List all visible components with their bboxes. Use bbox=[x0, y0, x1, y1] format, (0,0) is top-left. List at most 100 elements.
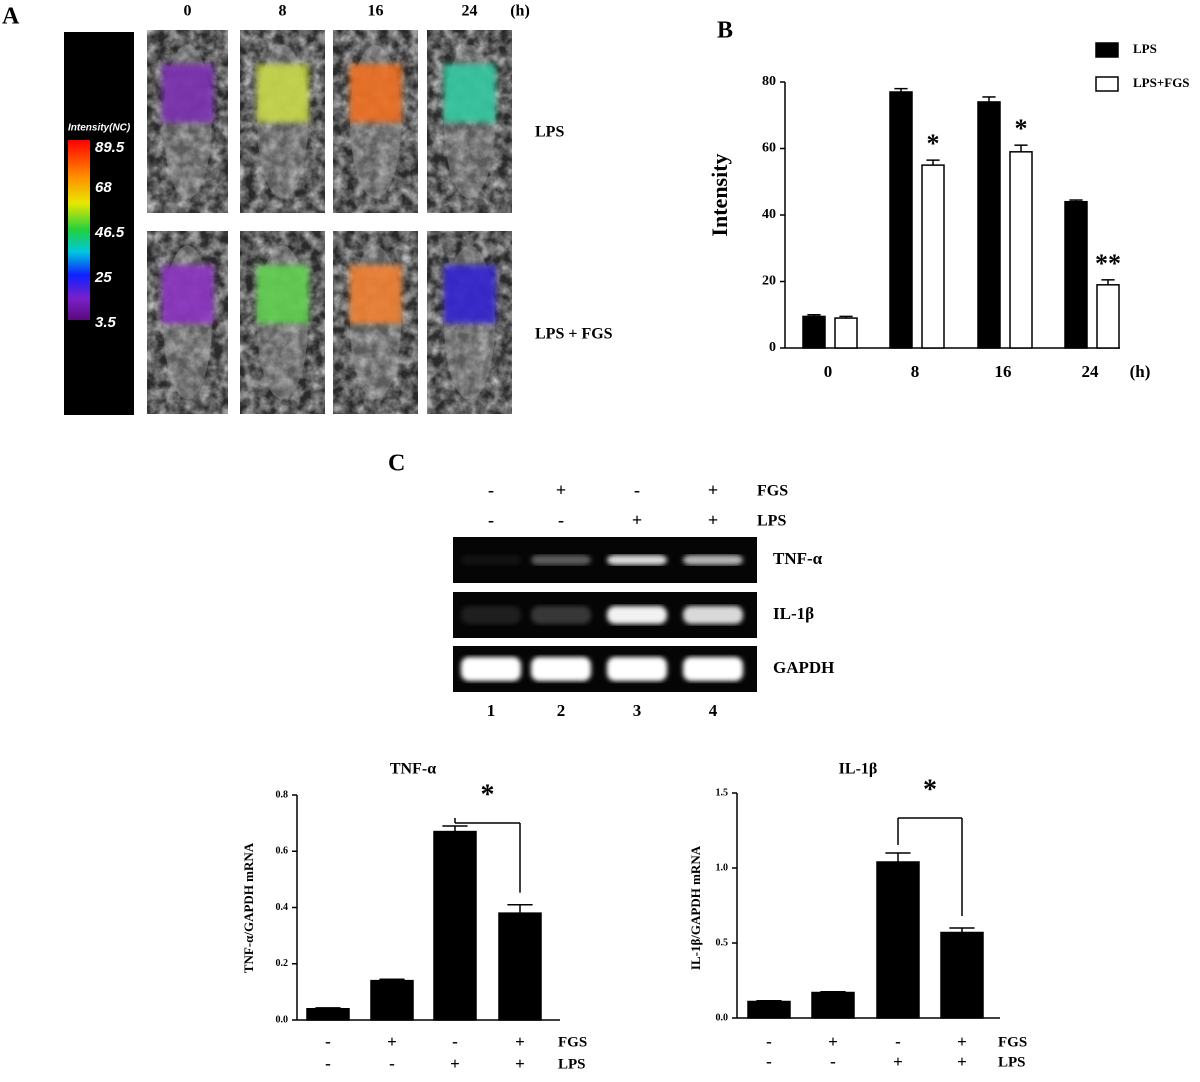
colorbar-tick-label: 89.5 bbox=[95, 139, 125, 156]
signal-region bbox=[349, 265, 402, 323]
signal-region bbox=[443, 64, 496, 122]
significance: ** bbox=[1095, 249, 1121, 278]
gel-band bbox=[531, 657, 591, 681]
signal-region bbox=[161, 64, 214, 122]
gel-band bbox=[683, 657, 743, 681]
sign: - bbox=[895, 1032, 901, 1051]
panel-letter: A bbox=[2, 4, 20, 30]
legend-label: LPS+FGS bbox=[1133, 75, 1190, 90]
x-tick-label: 0 bbox=[824, 362, 833, 381]
y-tick-label: 1.5 bbox=[716, 787, 729, 798]
colorbar-tick-label: 25 bbox=[94, 269, 112, 286]
treatment-label: LPS bbox=[757, 513, 786, 530]
signal-region bbox=[256, 265, 309, 323]
gel-band bbox=[461, 606, 521, 624]
lane-number: 3 bbox=[633, 701, 642, 720]
lane-number: 4 bbox=[709, 701, 718, 720]
bar bbox=[747, 1000, 791, 1019]
y-tick-label: 60 bbox=[762, 141, 776, 156]
bar bbox=[834, 317, 858, 349]
x-tick-label: 16 bbox=[995, 362, 1012, 381]
time-unit: (h) bbox=[510, 3, 530, 20]
bar bbox=[370, 979, 414, 1021]
bar bbox=[876, 861, 920, 1019]
gel-band bbox=[607, 555, 667, 565]
bar bbox=[1064, 200, 1088, 349]
y-tick-label: 0.0 bbox=[716, 1012, 729, 1023]
time-label: 16 bbox=[368, 3, 384, 20]
treatment-label: FGS bbox=[757, 483, 788, 500]
x-tick-label: 24 bbox=[1082, 362, 1100, 381]
colorbar bbox=[68, 140, 90, 320]
sign: - bbox=[325, 1032, 331, 1051]
time-label: 24 bbox=[462, 3, 478, 20]
signal-region bbox=[349, 64, 402, 122]
gel-band bbox=[531, 606, 591, 624]
chart-title: TNF-α bbox=[390, 761, 436, 778]
bar bbox=[1096, 284, 1120, 349]
bar bbox=[802, 315, 826, 349]
sign: - bbox=[766, 1052, 772, 1071]
bar bbox=[498, 912, 542, 1021]
sign: + bbox=[708, 510, 718, 530]
bar bbox=[1009, 151, 1033, 349]
sign: + bbox=[387, 1032, 397, 1051]
signal-region bbox=[256, 64, 309, 122]
lane-number: 1 bbox=[487, 701, 496, 720]
sign: + bbox=[632, 510, 642, 530]
time-label: 8 bbox=[279, 3, 287, 20]
band-label: GAPDH bbox=[773, 658, 834, 677]
sign: - bbox=[634, 480, 640, 500]
y-tick-label: 0.6 bbox=[276, 846, 289, 857]
colorbar-label: Intensity(NC) bbox=[68, 123, 131, 134]
significance: * bbox=[1015, 114, 1028, 143]
gel-band bbox=[461, 657, 521, 681]
sign: + bbox=[893, 1052, 903, 1071]
lane-number: 2 bbox=[557, 701, 566, 720]
sign: + bbox=[828, 1032, 838, 1051]
y-tick-label: 1.0 bbox=[716, 862, 729, 873]
y-tick-label: 80 bbox=[762, 74, 776, 89]
bar bbox=[940, 931, 984, 1019]
sign: - bbox=[452, 1032, 458, 1051]
sign: + bbox=[515, 1032, 525, 1051]
y-tick-label: 0.8 bbox=[276, 789, 289, 800]
gel-band bbox=[683, 606, 743, 624]
chart-title: IL-1β bbox=[839, 761, 878, 778]
treatment-label: LPS bbox=[558, 1056, 586, 1072]
sign: + bbox=[450, 1054, 460, 1073]
significance: * bbox=[481, 779, 495, 810]
sign: + bbox=[708, 480, 718, 500]
signal-region bbox=[161, 265, 214, 323]
sign: - bbox=[558, 510, 564, 530]
colorbar-tick-label: 68 bbox=[95, 179, 112, 196]
panel-letter: C bbox=[388, 451, 405, 477]
gel-band bbox=[461, 555, 521, 565]
y-axis-label: IL-1β/GAPDH mRNA bbox=[688, 845, 703, 970]
gel-band bbox=[531, 555, 591, 565]
panel-letter: B bbox=[717, 18, 733, 44]
bar bbox=[306, 1008, 350, 1021]
bar bbox=[433, 830, 477, 1021]
legend-swatch bbox=[1095, 42, 1119, 58]
sign: + bbox=[957, 1052, 967, 1071]
colorbar-tick-label: 46.5 bbox=[94, 224, 125, 241]
signal-region bbox=[443, 265, 496, 323]
sign: + bbox=[556, 480, 566, 500]
time-label: 0 bbox=[184, 3, 192, 20]
treatment-label: FGS bbox=[558, 1034, 587, 1050]
gel-band bbox=[607, 606, 667, 624]
y-axis-label: TNF-α/GAPDH mRNA bbox=[241, 842, 256, 973]
sign: + bbox=[957, 1032, 967, 1051]
row-label: LPS + FGS bbox=[535, 326, 613, 343]
bar bbox=[921, 164, 945, 349]
legend-swatch bbox=[1095, 76, 1119, 92]
y-tick-label: 20 bbox=[762, 274, 776, 289]
y-axis-label: Intensity bbox=[707, 153, 732, 236]
y-tick-label: 0.5 bbox=[716, 937, 729, 948]
sign: - bbox=[389, 1054, 395, 1073]
treatment-label: LPS bbox=[998, 1054, 1026, 1070]
gel-band bbox=[607, 657, 667, 681]
